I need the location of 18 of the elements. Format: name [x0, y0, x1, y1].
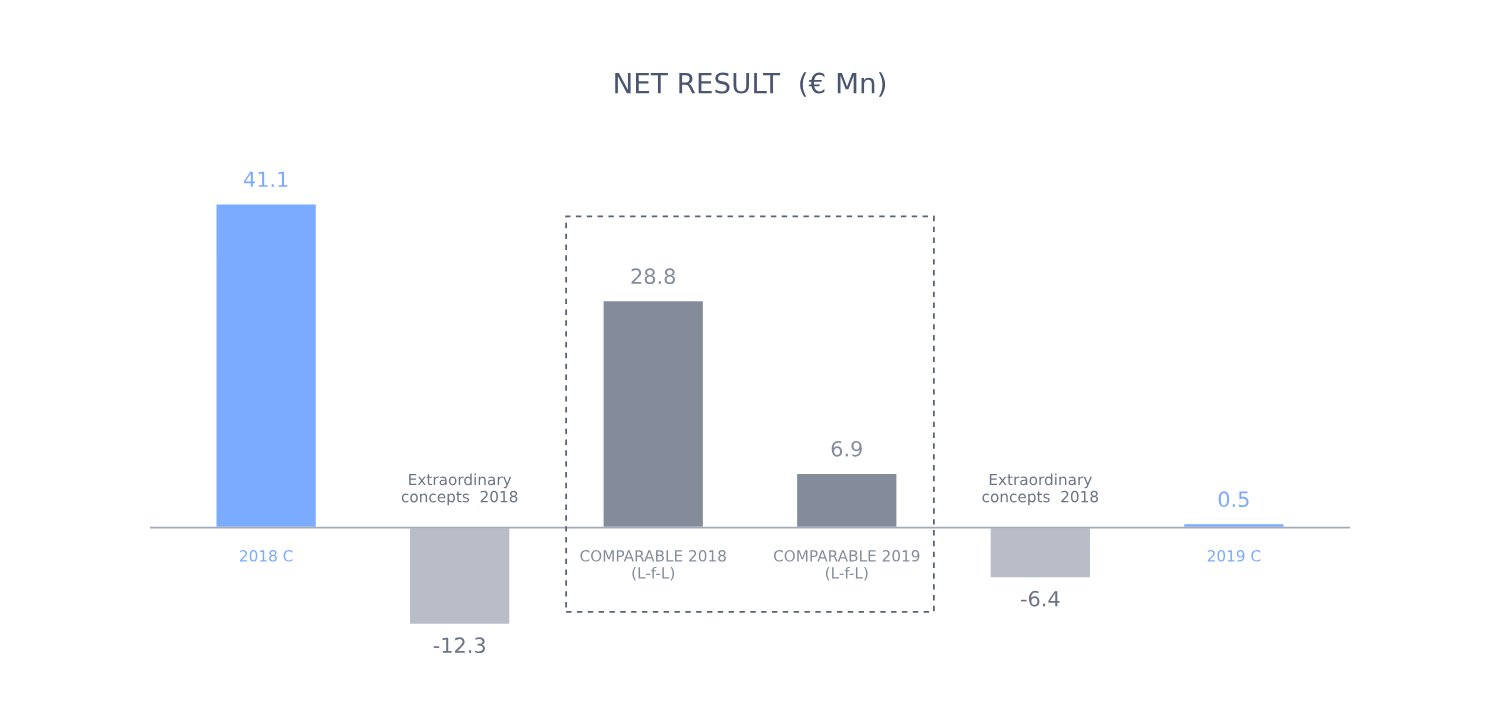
data-label: 6.9	[831, 440, 862, 457]
x-tick-label: COMPARABLE 2019 (L-f-L)	[773, 550, 920, 581]
bar	[408, 526, 511, 626]
x-tick-label: Extraordinary concepts 2018	[982, 473, 1099, 506]
data-label: 41.1	[243, 171, 288, 187]
data-label: -6.4	[1021, 590, 1060, 607]
bar	[602, 299, 705, 529]
data-label: 28.8	[631, 268, 675, 285]
x-tick-label: 2018 C	[240, 550, 293, 562]
data-label: -12.3	[433, 637, 485, 654]
x-tick-label: Extraordinary concepts 2018	[401, 473, 518, 506]
data-label: 0.5	[1218, 491, 1249, 508]
bar	[989, 526, 1092, 579]
x-tick-label: COMPARABLE 2018 (L-f-L)	[580, 550, 726, 581]
x-tick-label: 2019 C	[1207, 550, 1261, 562]
bar	[215, 203, 318, 529]
chart-title: NET RESULT (€ Mn)	[615, 72, 886, 97]
bar	[795, 472, 898, 529]
